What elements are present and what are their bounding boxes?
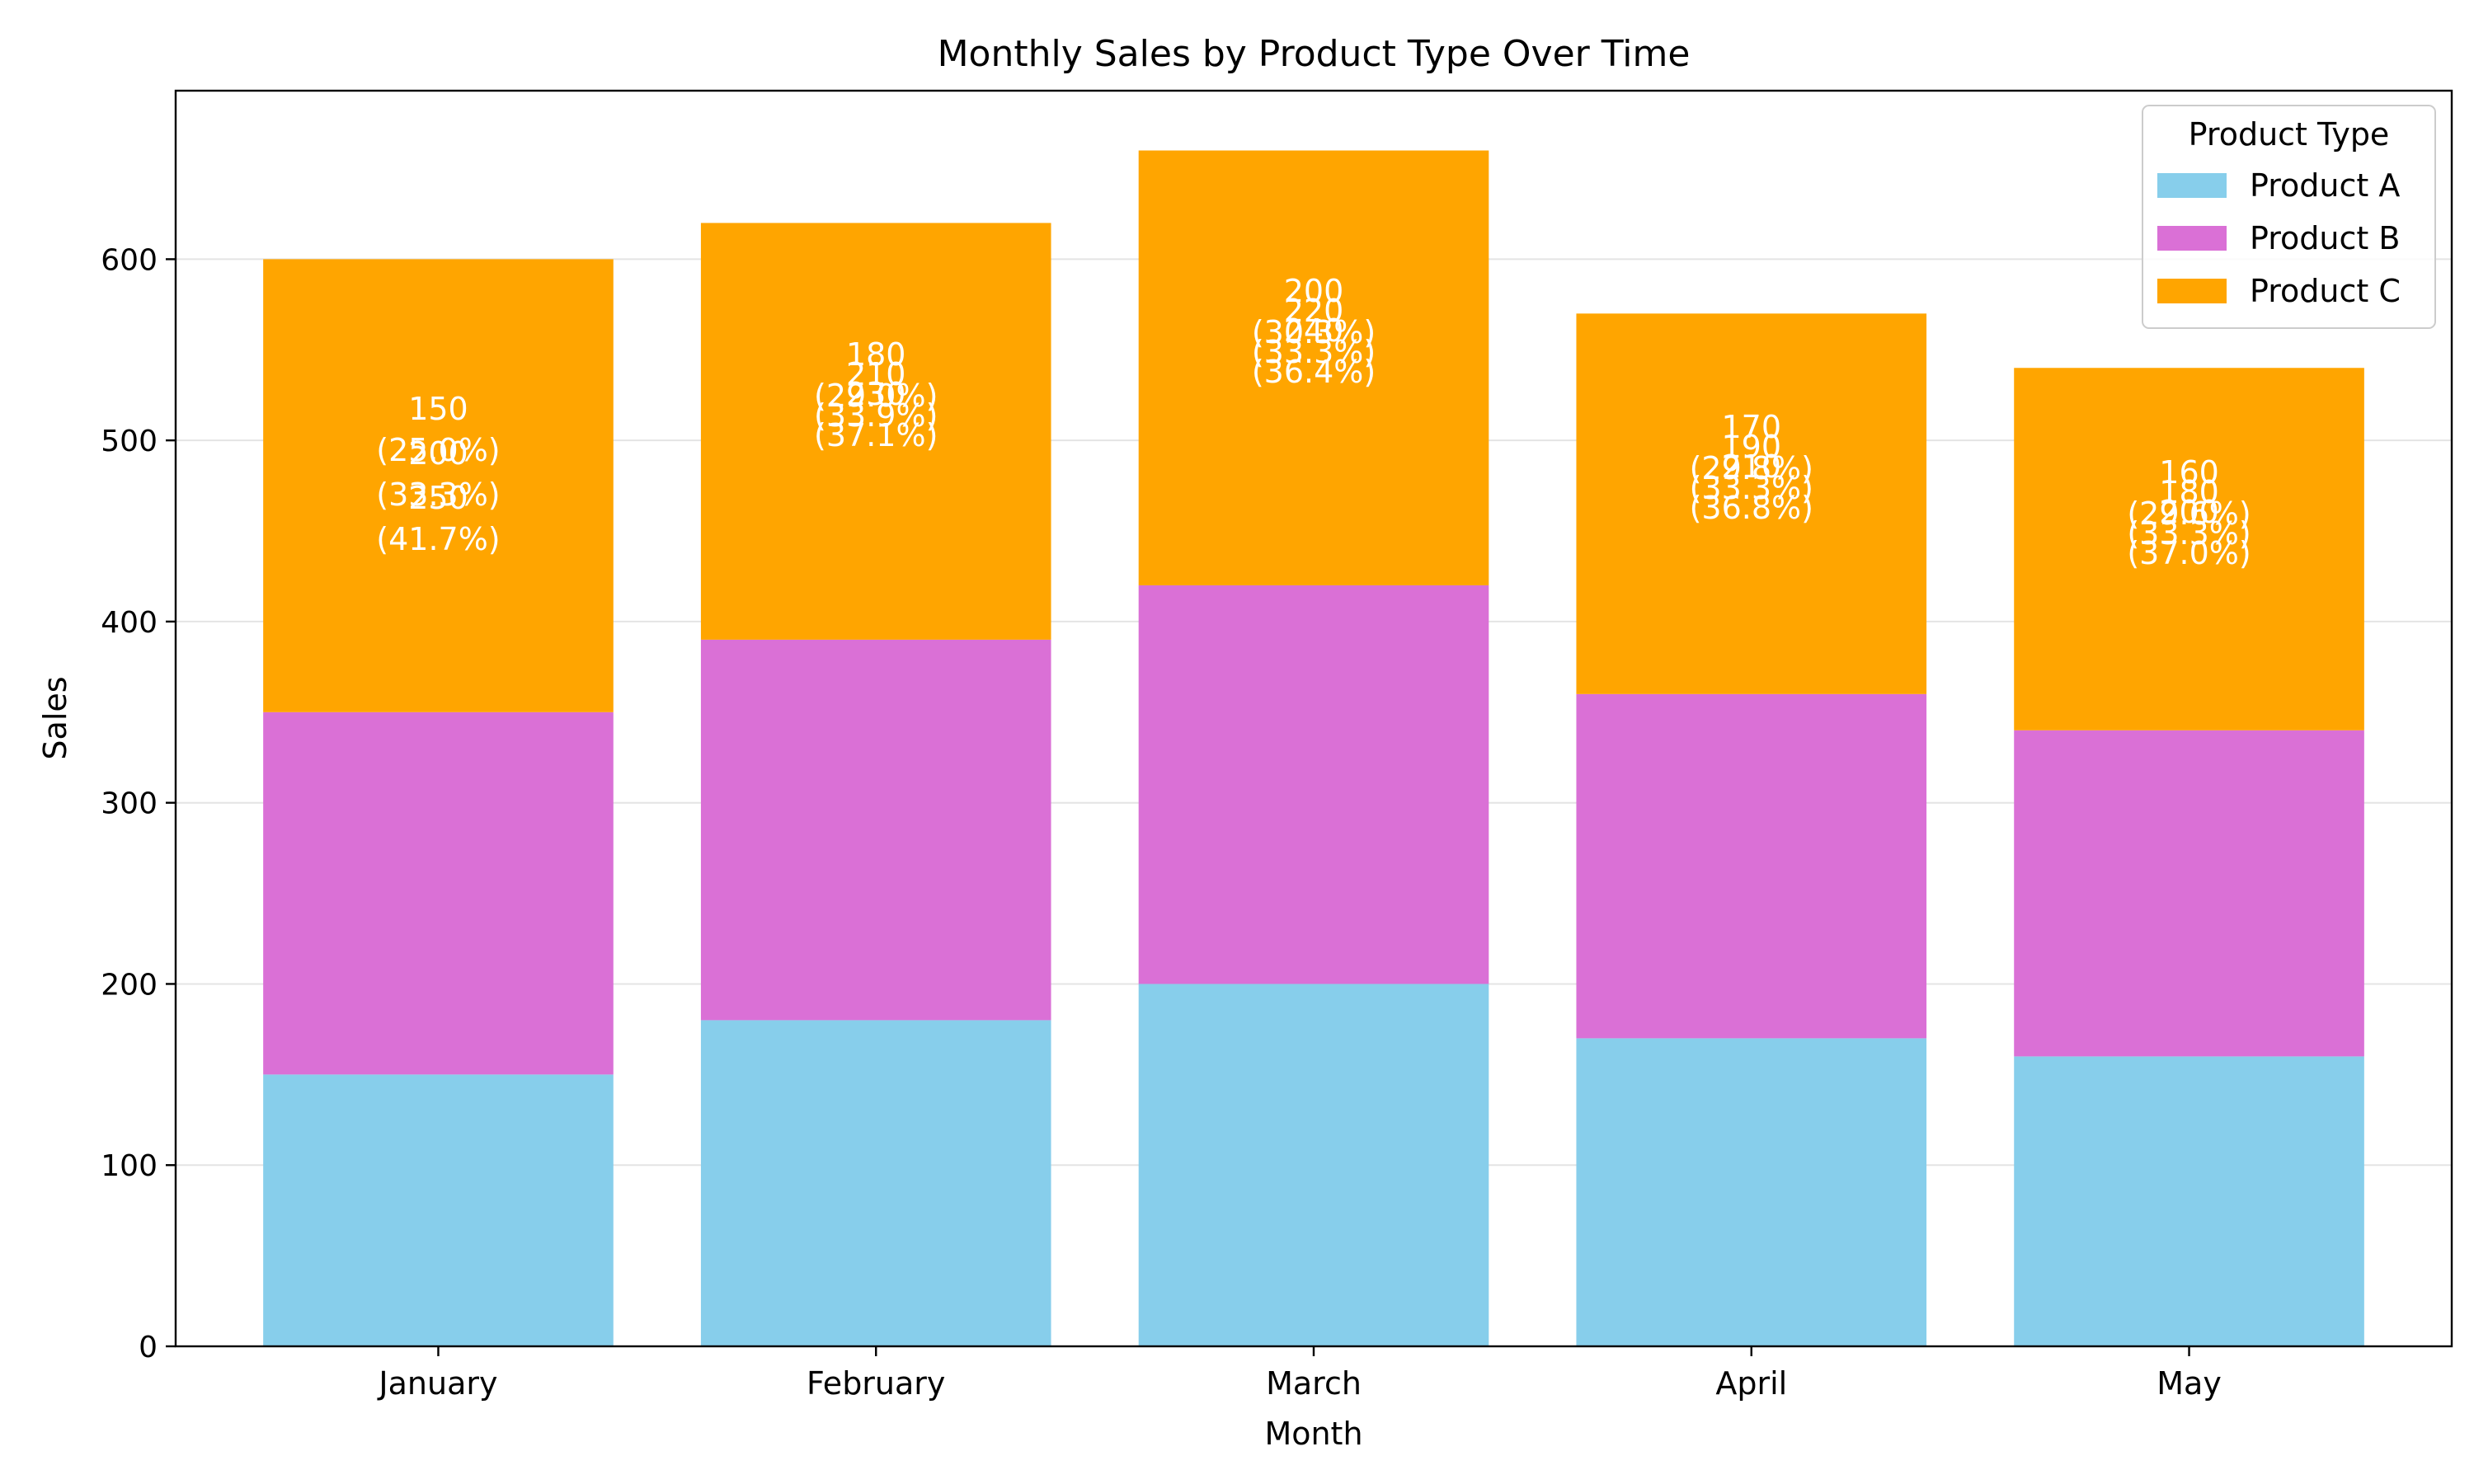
bar-product-c-may xyxy=(2014,368,2364,730)
bar-value-label: 210 xyxy=(846,356,906,392)
bar-percent-label: (37.0%) xyxy=(2127,535,2251,571)
bar-value-label: 180 xyxy=(2159,474,2219,510)
bar-product-b-january xyxy=(263,711,614,1075)
bar-percent-label: (25.0%) xyxy=(376,432,500,468)
y-tick-label: 500 xyxy=(101,425,158,458)
legend-swatch xyxy=(2157,173,2227,198)
x-axis: January February March April May xyxy=(377,1346,2222,1402)
bar-value-label: 150 xyxy=(408,391,468,427)
bar-percent-label: (37.1%) xyxy=(814,417,938,453)
legend-entry: Product B xyxy=(2250,220,2400,256)
bar-product-b-march xyxy=(1138,585,1489,984)
y-tick-label: 0 xyxy=(139,1331,158,1364)
bar-value-label: 200 xyxy=(408,435,468,472)
chart-title: Monthly Sales by Product Type Over Time xyxy=(938,33,1691,75)
bar-percent-label: (36.4%) xyxy=(1252,354,1376,390)
bar-value-label: 190 xyxy=(1722,429,1782,465)
bar-percent-label: (33.9%) xyxy=(814,397,938,434)
bar-percent-label: (29.0%) xyxy=(814,378,938,414)
bar-value-label: 200 xyxy=(2159,494,2219,530)
bar-value-label: 240 xyxy=(1284,312,1344,349)
y-axis: 0 100 200 300 400 500 600 xyxy=(101,243,176,1364)
legend-swatch xyxy=(2157,226,2227,251)
bar-percent-label: (29.8%) xyxy=(1690,450,1813,486)
legend-entry: Product C xyxy=(2250,273,2401,309)
bar-percent-label: (36.8%) xyxy=(1690,490,1813,526)
bar-product-a-march xyxy=(1138,984,1489,1346)
bar-value-label: 230 xyxy=(846,376,906,412)
bar-value-label: 210 xyxy=(1722,448,1782,485)
bar-product-a-february xyxy=(700,1020,1051,1346)
bar-value-label: 220 xyxy=(1284,293,1344,329)
x-tick-label: April xyxy=(1715,1365,1787,1402)
x-tick-label: March xyxy=(1266,1365,1362,1402)
bars xyxy=(263,150,2364,1346)
bar-value-label: 180 xyxy=(846,336,906,373)
legend-entry: Product A xyxy=(2250,167,2400,204)
bar-percent-label: (33.3%) xyxy=(376,477,500,513)
bar-product-a-april xyxy=(1576,1038,1927,1346)
legend-box xyxy=(2142,105,2436,329)
bar-product-b-may xyxy=(2014,730,2364,1057)
bar-percent-label: (33.3%) xyxy=(1690,470,1813,506)
x-tick-label: May xyxy=(2157,1365,2222,1402)
legend-title: Product Type xyxy=(2189,116,2390,153)
bar-value-label: 160 xyxy=(2159,454,2219,491)
bar-product-c-march xyxy=(1138,150,1489,585)
bar-value-label: 200 xyxy=(1284,273,1344,309)
y-tick-label: 300 xyxy=(101,787,158,821)
bar-percent-label: (30.3%) xyxy=(1252,314,1376,350)
bar-value-label: 250 xyxy=(408,480,468,516)
y-tick-label: 200 xyxy=(101,968,158,1002)
bar-product-a-may xyxy=(2014,1056,2364,1346)
bar-percent-label: (33.3%) xyxy=(2127,515,2251,552)
bar-percent-label: (41.7%) xyxy=(376,521,500,557)
y-tick-label: 400 xyxy=(101,606,158,640)
bar-value-label: 170 xyxy=(1722,409,1782,445)
bar-product-c-april xyxy=(1576,313,1927,694)
bar-product-a-january xyxy=(263,1074,614,1346)
x-tick-label: February xyxy=(807,1365,945,1402)
x-axis-label: Month xyxy=(1264,1416,1362,1452)
x-tick-label: January xyxy=(377,1365,497,1402)
bar-percent-label: (29.6%) xyxy=(2127,495,2251,532)
y-axis-label: Sales xyxy=(37,676,73,759)
legend: Product Type Product A Product B Product C xyxy=(2142,105,2436,329)
y-tick-label: 600 xyxy=(101,243,158,277)
bar-product-c-january xyxy=(263,259,614,712)
bar-percent-label: (33.3%) xyxy=(1252,334,1376,370)
legend-swatch xyxy=(2157,279,2227,303)
bar-labels: 150(25.0%)200(33.3%)250(41.7%)180(29.0%)… xyxy=(376,273,2251,571)
bar-product-c-february xyxy=(700,223,1051,640)
bar-product-b-april xyxy=(1576,693,1927,1039)
y-tick-label: 100 xyxy=(101,1149,158,1183)
bar-product-b-february xyxy=(700,639,1051,1021)
